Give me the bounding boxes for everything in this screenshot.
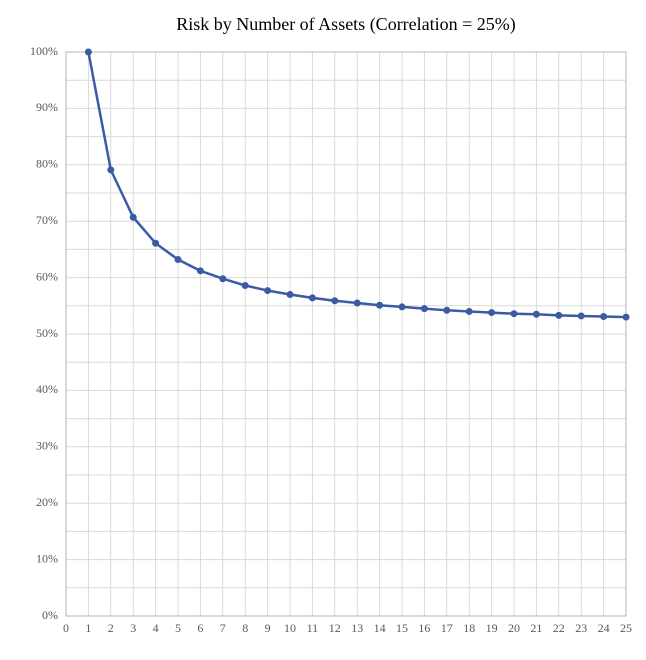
risk-marker xyxy=(444,307,450,313)
x-tick-label: 13 xyxy=(351,621,363,635)
risk-marker xyxy=(85,49,91,55)
risk-marker xyxy=(175,257,181,263)
y-tick-label: 90% xyxy=(36,100,58,114)
x-tick-label: 18 xyxy=(463,621,475,635)
risk-chart: 0%10%20%30%40%50%60%70%80%90%100%0123456… xyxy=(0,0,646,660)
x-tick-label: 10 xyxy=(284,621,296,635)
risk-marker xyxy=(377,302,383,308)
risk-marker xyxy=(533,311,539,317)
x-tick-label: 4 xyxy=(153,621,159,635)
x-tick-label: 1 xyxy=(85,621,91,635)
chart-title: Risk by Number of Assets (Correlation = … xyxy=(176,14,516,35)
risk-marker xyxy=(489,310,495,316)
risk-marker xyxy=(556,312,562,318)
x-tick-label: 14 xyxy=(374,621,386,635)
x-tick-label: 20 xyxy=(508,621,520,635)
x-tick-label: 15 xyxy=(396,621,408,635)
grid xyxy=(66,52,626,616)
y-tick-label: 70% xyxy=(36,213,58,227)
x-tick-label: 24 xyxy=(598,621,610,635)
chart-svg: 0%10%20%30%40%50%60%70%80%90%100%0123456… xyxy=(0,0,646,660)
y-tick-label: 50% xyxy=(36,326,58,340)
y-tick-label: 30% xyxy=(36,439,58,453)
risk-marker xyxy=(197,268,203,274)
risk-marker xyxy=(220,276,226,282)
risk-marker xyxy=(578,313,584,319)
y-tick-label: 100% xyxy=(30,44,58,58)
x-tick-label: 21 xyxy=(530,621,542,635)
risk-marker xyxy=(242,282,248,288)
y-tick-label: 10% xyxy=(36,551,58,565)
risk-marker xyxy=(511,311,517,317)
risk-marker xyxy=(399,304,405,310)
x-tick-label: 7 xyxy=(220,621,226,635)
x-tick-label: 6 xyxy=(197,621,203,635)
x-tick-label: 19 xyxy=(486,621,498,635)
risk-marker xyxy=(332,298,338,304)
y-tick-label: 0% xyxy=(42,608,58,622)
x-tick-label: 12 xyxy=(329,621,341,635)
x-tick-label: 23 xyxy=(575,621,587,635)
risk-marker xyxy=(265,288,271,294)
risk-marker xyxy=(309,295,315,301)
risk-marker xyxy=(466,308,472,314)
x-tick-label: 25 xyxy=(620,621,632,635)
risk-marker xyxy=(108,167,114,173)
x-tick-label: 9 xyxy=(265,621,271,635)
risk-marker xyxy=(623,314,629,320)
risk-marker xyxy=(354,300,360,306)
x-tick-label: 16 xyxy=(418,621,430,635)
y-tick-label: 20% xyxy=(36,495,58,509)
risk-marker xyxy=(421,306,427,312)
y-tick-label: 40% xyxy=(36,382,58,396)
risk-marker xyxy=(601,314,607,320)
risk-marker xyxy=(130,214,136,220)
risk-marker xyxy=(153,240,159,246)
x-tick-label: 0 xyxy=(63,621,69,635)
x-tick-label: 8 xyxy=(242,621,248,635)
x-tick-label: 17 xyxy=(441,621,453,635)
x-tick-label: 2 xyxy=(108,621,114,635)
x-tick-label: 3 xyxy=(130,621,136,635)
y-tick-label: 80% xyxy=(36,157,58,171)
y-tick-label: 60% xyxy=(36,269,58,283)
x-tick-label: 11 xyxy=(307,621,319,635)
x-tick-label: 22 xyxy=(553,621,565,635)
risk-marker xyxy=(287,292,293,298)
x-tick-label: 5 xyxy=(175,621,181,635)
